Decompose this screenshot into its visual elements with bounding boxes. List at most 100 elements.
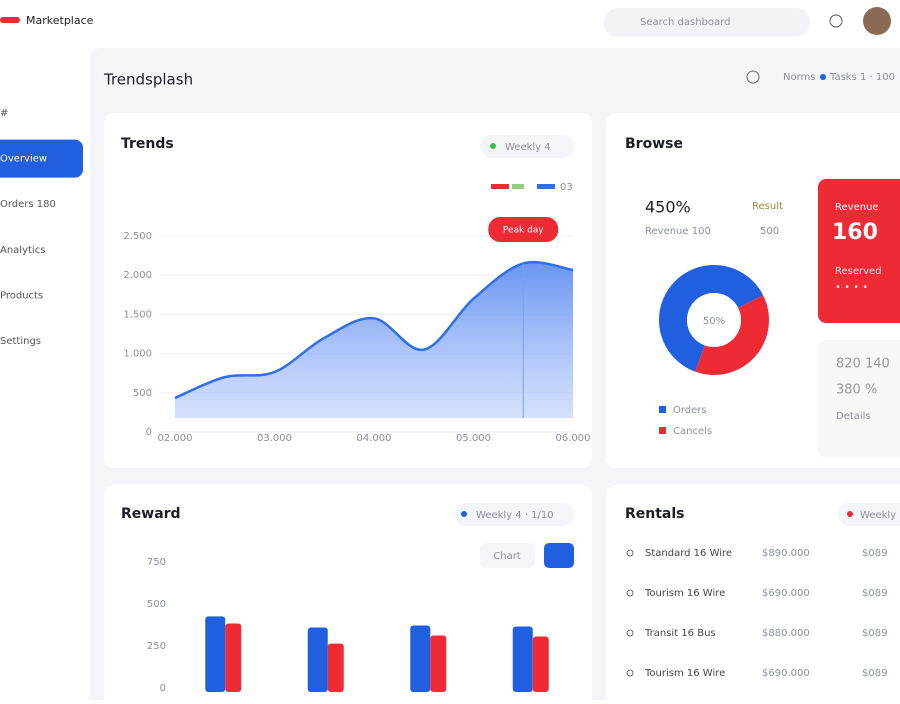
bar xyxy=(327,643,344,692)
row-cell: $089 xyxy=(862,548,887,559)
area xyxy=(175,262,573,418)
wifi-icon xyxy=(746,70,760,84)
y-tick-label: 1.000 xyxy=(123,349,152,360)
result: Result xyxy=(752,201,783,212)
legend-swatch xyxy=(512,184,524,189)
highlight-dots: • • • • xyxy=(835,282,868,293)
legend-label: 03 xyxy=(560,182,573,193)
x-tick-label: 04.000 xyxy=(357,433,392,444)
row-cell: $690.000 xyxy=(762,668,810,679)
filter-label: Weekly 4 · 1/10 xyxy=(476,510,554,521)
button-label: Chart xyxy=(493,551,521,562)
button[interactable] xyxy=(544,543,574,568)
x-tick-label: 03.000 xyxy=(257,433,292,444)
x-tick-label: 02.000 xyxy=(158,433,193,444)
nav-item[interactable]: Orders 180 xyxy=(0,199,56,210)
row-bullet xyxy=(626,629,634,637)
details-card xyxy=(818,340,900,458)
brand: Marketplace xyxy=(26,14,94,27)
row-bullet xyxy=(626,669,634,677)
x-tick-label: 06.000 xyxy=(556,433,591,444)
logo xyxy=(0,17,20,23)
nav-item[interactable]: # xyxy=(0,108,8,119)
row-cell: $089 xyxy=(862,588,887,599)
bar xyxy=(205,616,226,692)
legend-swatch xyxy=(659,427,666,434)
donut-slice xyxy=(659,265,764,372)
bar xyxy=(225,623,242,692)
tasks: Tasks 1 · 100 xyxy=(829,72,895,83)
card xyxy=(606,485,900,704)
line xyxy=(174,261,574,400)
row-cell: Transit 16 Bus xyxy=(644,628,716,639)
donut-slice xyxy=(695,295,769,375)
row-cell: Tourism 16 Wire xyxy=(644,668,725,679)
y-tick-label: 1.500 xyxy=(123,309,152,320)
row-cell: $890.000 xyxy=(762,548,810,559)
legend-label: Orders xyxy=(673,405,707,416)
button[interactable] xyxy=(480,543,535,568)
details-line: Details xyxy=(836,411,871,422)
filter-label: Weekly 4 xyxy=(505,142,551,153)
nav-item[interactable]: Products xyxy=(0,290,43,301)
row-bullet xyxy=(626,549,634,557)
y-tick-label: 500 xyxy=(133,388,152,399)
y-tick-label: 0 xyxy=(146,427,152,438)
filter[interactable] xyxy=(838,503,900,526)
bell-icon[interactable] xyxy=(829,14,843,28)
stat: 450% xyxy=(645,198,691,217)
nav-item[interactable]: Settings xyxy=(0,336,41,347)
filter[interactable] xyxy=(455,503,574,526)
bar xyxy=(512,626,533,692)
row-cell: $089 xyxy=(862,668,887,679)
bar xyxy=(410,625,431,692)
row-bullet xyxy=(626,589,634,597)
details-line: 380 % xyxy=(836,383,877,398)
y-tick-label: 0 xyxy=(160,683,166,694)
result-value: 500 xyxy=(760,226,779,237)
row-cell: $880.000 xyxy=(762,628,810,639)
annotation: Peak day xyxy=(503,226,544,236)
stat-label: Revenue 100 xyxy=(645,226,711,237)
filter-dot xyxy=(847,511,853,517)
y-tick-label: 250 xyxy=(147,641,166,652)
filter-label: Weekly xyxy=(860,510,896,521)
details-line: 820 140 xyxy=(836,357,890,372)
y-tick-label: 2.000 xyxy=(123,270,152,281)
filter[interactable] xyxy=(480,135,574,158)
row-cell: $089 xyxy=(862,628,887,639)
avatar[interactable] xyxy=(863,7,891,35)
highlight-label: Revenue xyxy=(835,202,879,213)
row-cell: Standard 16 Wire xyxy=(645,548,732,559)
status-dot xyxy=(820,74,826,80)
legend-swatch xyxy=(491,184,509,189)
annotation-pill xyxy=(488,217,559,242)
y-tick-label: 750 xyxy=(147,557,166,568)
search-placeholder: Search dashboard xyxy=(640,17,730,28)
bar xyxy=(532,636,549,692)
card-title: Browse xyxy=(625,136,683,152)
donut-hole xyxy=(687,293,741,347)
nav-active xyxy=(0,139,83,178)
card-title: Rentals xyxy=(625,506,685,522)
status: Norms xyxy=(783,72,816,83)
x-tick-label: 05.000 xyxy=(456,433,491,444)
card-title: Trends xyxy=(121,136,174,152)
center-label: 50% xyxy=(703,316,725,327)
legend-swatch xyxy=(659,406,666,413)
nav-item[interactable]: Analytics xyxy=(0,245,45,256)
filter-dot xyxy=(461,511,467,517)
nav-item[interactable]: Overview xyxy=(0,154,47,165)
card-title: Reward xyxy=(121,506,181,522)
search-box[interactable] xyxy=(604,8,810,37)
y-tick-label: 500 xyxy=(147,599,166,610)
legend-swatch xyxy=(537,184,555,189)
bar xyxy=(307,627,328,692)
row-cell: $690.000 xyxy=(762,588,810,599)
legend-label: Cancels xyxy=(673,426,712,437)
filter-dot xyxy=(490,143,496,149)
y-tick-label: 2.500 xyxy=(123,231,152,242)
highlight-note: Reserved xyxy=(835,266,882,277)
highlight-card xyxy=(818,179,900,323)
